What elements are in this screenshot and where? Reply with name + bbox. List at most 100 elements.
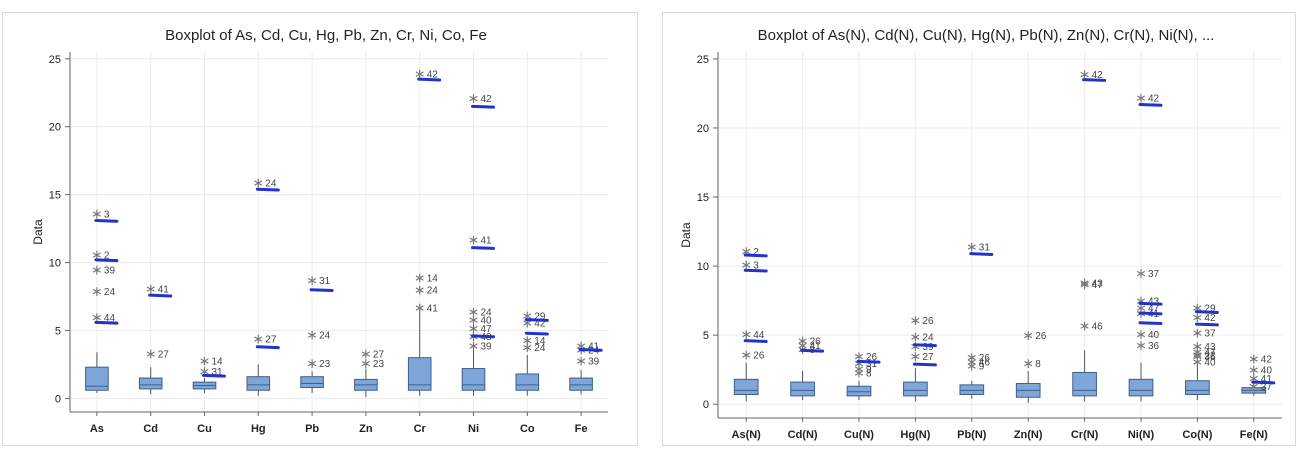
outlier-label: 47 xyxy=(1092,280,1104,291)
outlier-label: 2 xyxy=(753,247,759,258)
outlier-label: 29 xyxy=(1204,304,1216,315)
outlier-marker: ∗ xyxy=(414,299,426,315)
outlier-label: 42 xyxy=(481,94,493,105)
outlier-marker: ∗ xyxy=(797,337,809,353)
x-tick-label: Cu xyxy=(197,423,212,435)
outlier-label: 36 xyxy=(1204,352,1216,363)
outlier-marker: ∗ xyxy=(1192,300,1204,316)
outlier-label: 24 xyxy=(427,286,439,297)
outlier-label: 36 xyxy=(1148,341,1160,352)
outlier-label: 37 xyxy=(1148,269,1160,280)
outlier-marker: ∗ xyxy=(306,355,318,371)
box-cr xyxy=(407,357,432,391)
x-tick-label: Fe xyxy=(575,423,588,435)
outlier-label: 8 xyxy=(866,368,872,379)
outlier-label: 2 xyxy=(104,250,110,261)
outlier-marker: ∗ xyxy=(468,231,480,247)
outlier-label: 27 xyxy=(373,350,385,361)
annotation-mark xyxy=(743,268,768,273)
outlier-marker: ∗ xyxy=(1248,351,1260,367)
outlier-marker: ∗ xyxy=(1135,300,1147,316)
x-tick-label: As(N) xyxy=(732,429,762,441)
outlier-label: 42 xyxy=(427,70,439,81)
outlier-marker: ∗ xyxy=(575,352,587,368)
annotation-mark xyxy=(471,104,495,109)
y-tick-label: 10 xyxy=(697,261,709,273)
box-nin xyxy=(1128,378,1154,397)
annotation-mark xyxy=(578,348,603,352)
y-tick-label: 10 xyxy=(49,258,61,270)
outlier-label: 41 xyxy=(588,341,600,352)
outlier-marker: ∗ xyxy=(740,243,752,259)
annotation-mark xyxy=(255,187,280,192)
boxplot-panel-normalized: Boxplot of As(N), Cd(N), Cu(N), Hg(N), P… xyxy=(660,0,1298,450)
outlier-label: 43 xyxy=(1092,279,1104,290)
box-cd xyxy=(138,377,163,390)
outlier-marker: ∗ xyxy=(468,312,480,328)
outlier-label: 47 xyxy=(1148,304,1160,315)
outlier-label: 31 xyxy=(866,359,878,370)
x-tick-label: Cu(N) xyxy=(844,429,874,441)
outlier-marker: ∗ xyxy=(797,333,809,349)
outlier-label: 27 xyxy=(922,352,934,363)
outlier-marker: ∗ xyxy=(199,363,211,379)
outlier-label: 26 xyxy=(810,337,822,348)
x-tick-label: Ni(N) xyxy=(1128,429,1155,441)
annotation-mark xyxy=(856,359,881,364)
annotation-mark xyxy=(1138,102,1163,107)
outlier-marker: ∗ xyxy=(1022,355,1034,371)
outlier-label: 40 xyxy=(481,316,493,327)
outlier-marker: ∗ xyxy=(414,66,426,82)
outlier-label: 24 xyxy=(534,343,546,354)
annotation-mark xyxy=(1194,310,1219,314)
outlier-label: 9 xyxy=(866,364,872,375)
outlier-marker: ∗ xyxy=(199,352,211,368)
annotation-mark xyxy=(1138,301,1163,306)
x-tick-label: Pb xyxy=(305,423,319,435)
outlier-marker: ∗ xyxy=(1192,344,1204,360)
annotation-mark xyxy=(94,218,119,223)
outlier-marker: ∗ xyxy=(1135,337,1147,353)
outlier-label: 26 xyxy=(866,352,878,363)
annotation-mark xyxy=(471,246,495,250)
y-tick-label: 0 xyxy=(55,393,61,405)
annotation-mark xyxy=(1138,311,1163,316)
box-fe xyxy=(569,377,593,391)
outlier-label: 39 xyxy=(481,341,493,352)
outlier-marker: ∗ xyxy=(521,308,533,324)
x-tick-label: Cr(N) xyxy=(1071,429,1099,441)
outlier-label: 37 xyxy=(1261,382,1273,393)
outlier-label: 14 xyxy=(212,356,224,367)
outlier-marker: ∗ xyxy=(91,261,103,277)
box-pb xyxy=(300,376,324,389)
x-tick-label: Ni xyxy=(468,423,479,435)
box-pbn xyxy=(959,384,985,396)
x-tick-label: Hg xyxy=(251,423,266,435)
outlier-label: 8 xyxy=(1035,359,1041,370)
annotation-mark xyxy=(148,293,173,298)
x-tick-label: Fe(N) xyxy=(1240,429,1268,441)
outlier-label: 31 xyxy=(979,243,991,254)
outlier-label: 43 xyxy=(1204,342,1216,353)
outlier-marker: ∗ xyxy=(910,312,922,328)
outlier-marker: ∗ xyxy=(1248,378,1260,394)
outlier-marker: ∗ xyxy=(252,331,264,347)
outlier-label: 31 xyxy=(319,276,331,287)
outlier-label: 23 xyxy=(319,359,331,370)
outlier-marker: ∗ xyxy=(1135,293,1147,309)
outlier-label: 24 xyxy=(104,287,116,298)
outlier-label: 41 xyxy=(481,235,493,246)
outlier-marker: ∗ xyxy=(252,174,264,190)
outlier-marker: ∗ xyxy=(414,282,426,298)
outlier-marker: ∗ xyxy=(740,346,752,362)
y-tick-label: 20 xyxy=(49,122,61,134)
outlier-label: 47 xyxy=(481,324,493,335)
annotation-mark xyxy=(800,348,825,353)
outlier-label: 40 xyxy=(1204,357,1216,368)
outlier-label: 47 xyxy=(1204,348,1216,359)
outlier-marker: ∗ xyxy=(1248,370,1260,386)
box-crn xyxy=(1072,371,1097,397)
outlier-marker: ∗ xyxy=(966,349,978,365)
outlier-label: 39 xyxy=(922,342,934,353)
annotation-mark xyxy=(1194,322,1219,327)
